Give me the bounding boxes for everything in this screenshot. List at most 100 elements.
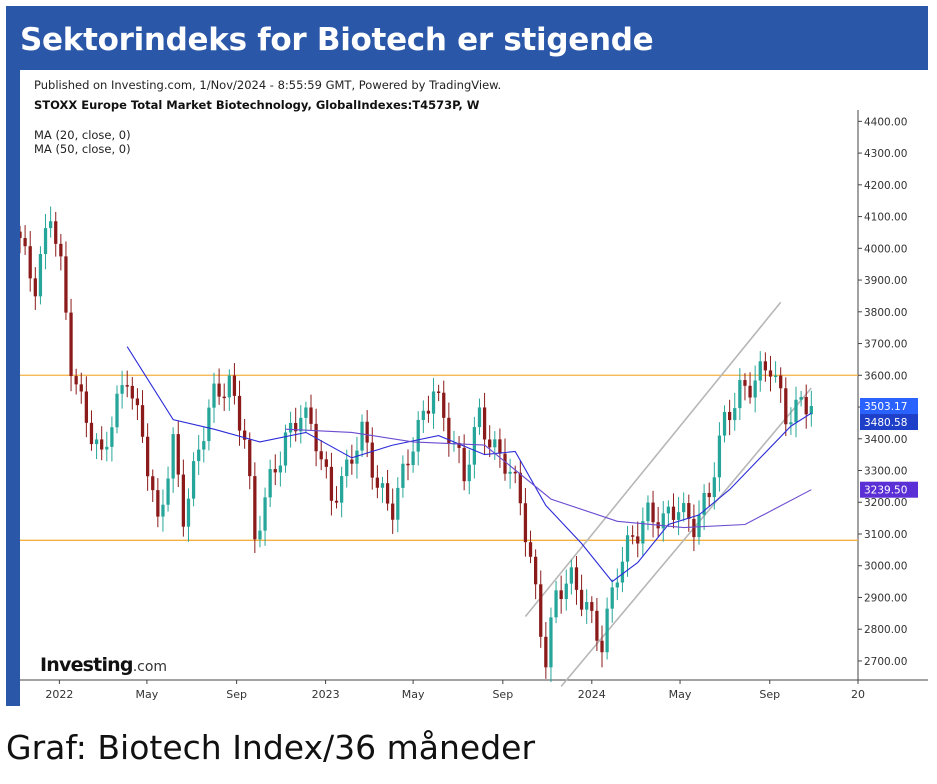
page-title: Sektorindeks for Biotech er stigende xyxy=(20,22,654,58)
candle-up xyxy=(401,463,405,488)
candle-up xyxy=(110,427,114,447)
candle-up xyxy=(477,407,482,428)
candle-up xyxy=(48,221,53,229)
candle-up xyxy=(738,380,742,409)
ma20-line xyxy=(126,346,812,583)
price-tick-label: 3000.00 xyxy=(864,561,907,573)
candle-up xyxy=(493,439,497,448)
candle-down xyxy=(54,221,58,244)
candle-down xyxy=(89,422,94,445)
candle-down xyxy=(671,506,676,520)
candle-down xyxy=(232,375,237,396)
candle-down xyxy=(528,542,533,557)
published-note: Published on Investing.com, 1/Nov/2024 -… xyxy=(34,78,502,92)
candle-down xyxy=(237,395,242,431)
chart-panel: 4400.00 4300.00 4200.00 4100.00 4000.00 3900.… xyxy=(20,70,928,710)
price-tag-ma50 xyxy=(860,481,918,498)
price-tag-ma20 xyxy=(860,414,918,431)
candle-up xyxy=(753,380,757,398)
candle-up xyxy=(94,439,99,445)
price-tag-label-last: 3503.17 xyxy=(864,401,907,413)
logo-suffix: .com xyxy=(132,659,168,675)
candle-up xyxy=(585,602,589,610)
candle-up xyxy=(355,450,359,464)
candle-up xyxy=(605,608,609,653)
time-tick-label: May xyxy=(136,688,159,701)
candle-up xyxy=(227,375,231,398)
candle-up xyxy=(431,391,436,414)
candle-down xyxy=(707,492,711,498)
candle-down xyxy=(248,439,252,477)
candle-down xyxy=(151,476,155,491)
candle-down xyxy=(294,422,298,432)
candle-up xyxy=(799,397,803,400)
candle-down xyxy=(59,243,63,257)
logo-main: Investing xyxy=(40,654,134,676)
price-tick-label: 3600.00 xyxy=(864,370,907,382)
candle-up xyxy=(396,487,400,520)
candle-up xyxy=(345,459,349,477)
candle-up xyxy=(212,383,216,408)
candle-up xyxy=(120,385,124,394)
price-chart: 4400.00 4300.00 4200.00 4100.00 4000.00 3900.… xyxy=(20,110,928,701)
candle-up xyxy=(569,567,574,584)
candle-up xyxy=(773,375,778,378)
candle-up xyxy=(115,393,119,428)
candle-down xyxy=(273,469,277,473)
candle-down xyxy=(457,442,461,448)
candle-down xyxy=(329,466,334,501)
candle-down xyxy=(579,589,584,610)
candle-down xyxy=(28,246,32,279)
candle-down xyxy=(437,391,441,393)
candle-up xyxy=(472,427,477,465)
price-tag-label-ma50: 3239.50 xyxy=(864,485,907,497)
candle-down xyxy=(728,411,732,421)
candle-down xyxy=(426,410,431,414)
price-tick-label: 3200.00 xyxy=(864,497,907,509)
candle-down xyxy=(523,503,528,543)
candle-up xyxy=(625,535,630,562)
ma50-line xyxy=(285,428,812,529)
time-tick-label: 20 xyxy=(851,688,865,701)
candle-down xyxy=(784,388,788,425)
candle-down xyxy=(130,385,134,399)
candle-up xyxy=(467,464,471,482)
candle-down xyxy=(20,231,22,238)
price-tick-label: 4100.00 xyxy=(864,212,907,224)
candle-up xyxy=(722,411,727,436)
candle-up xyxy=(268,469,272,498)
candle-down xyxy=(33,278,37,297)
candle-up xyxy=(809,406,813,415)
candle-down xyxy=(503,453,507,474)
price-tick-label: 4000.00 xyxy=(864,243,907,255)
candle-down xyxy=(324,459,328,467)
candle-up xyxy=(717,435,722,478)
candle-up xyxy=(794,399,798,423)
candle-up xyxy=(278,465,283,473)
candle-down xyxy=(482,407,487,440)
candle-down xyxy=(334,500,339,503)
time-tick-label: 2023 xyxy=(312,688,340,701)
price-tick-label: 3800.00 xyxy=(864,307,907,319)
candle-up xyxy=(416,420,420,452)
candle-down xyxy=(23,237,27,247)
candle-down xyxy=(447,417,451,444)
candle-up xyxy=(789,422,793,425)
candle-up xyxy=(299,417,303,432)
candle-down xyxy=(79,384,83,392)
investing-logo[interactable]: Investing.com xyxy=(40,654,167,676)
candle-down xyxy=(100,439,104,450)
candle-up xyxy=(702,492,706,515)
indicator-ma50-label: MA (50, close, 0) xyxy=(34,142,131,156)
candle-up xyxy=(564,583,568,600)
candle-up xyxy=(263,497,267,531)
candle-up xyxy=(202,441,206,450)
candle-up xyxy=(186,498,191,527)
candle-down xyxy=(595,610,599,641)
time-tick-label: Sep xyxy=(492,688,513,701)
candle-up xyxy=(641,521,645,544)
candle-down xyxy=(544,636,548,668)
candle-down xyxy=(176,434,180,475)
candle-up xyxy=(360,421,364,451)
candle-down xyxy=(590,602,594,611)
